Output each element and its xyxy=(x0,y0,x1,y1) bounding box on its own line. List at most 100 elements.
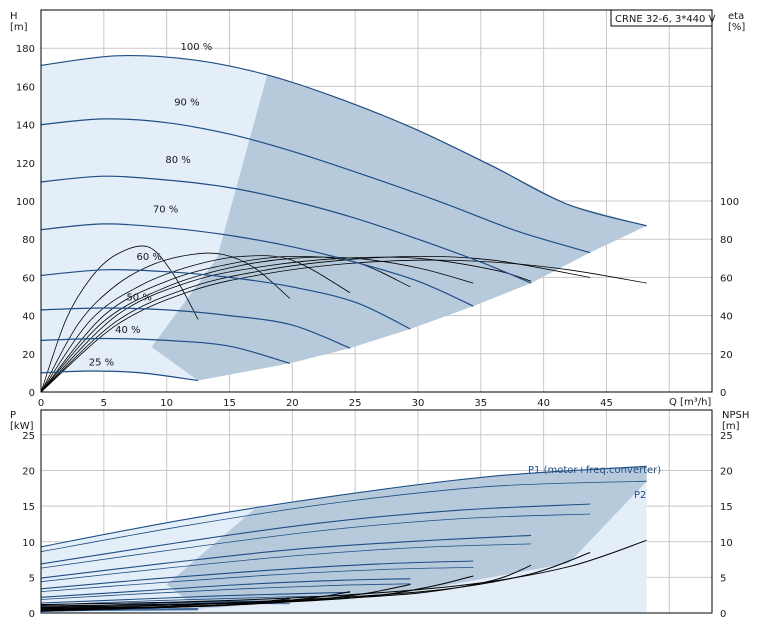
flow-tick-label: 45 xyxy=(600,398,613,409)
power-tick-label: 10 xyxy=(22,538,35,549)
chart-title: CRNE 32-6, 3*440 V xyxy=(615,14,716,25)
p1-curve xyxy=(40,503,591,565)
speed-label: 70 % xyxy=(153,204,178,215)
p1-curve xyxy=(40,560,474,590)
p2-label: P2 xyxy=(634,490,646,501)
speed-label: 80 % xyxy=(165,155,190,166)
p1-label: P1 (motor+freq.converter) xyxy=(528,465,661,476)
title-box xyxy=(610,9,713,27)
eta-curve xyxy=(40,255,591,393)
head-envelope-area xyxy=(41,55,647,381)
eta-tick-label: 20 xyxy=(720,350,733,361)
speed-label: 60 % xyxy=(136,252,161,263)
npsh-tick-label: 15 xyxy=(720,502,733,513)
head-tick-label: 140 xyxy=(16,121,35,132)
flow-tick-label: 35 xyxy=(474,398,487,409)
speed-label: 90 % xyxy=(174,98,199,109)
eta-tick-label: 80 xyxy=(720,235,733,246)
flow-tick-label: 15 xyxy=(223,398,236,409)
eta-curve xyxy=(40,245,199,393)
p1-curve xyxy=(40,465,647,548)
speed-label: 40 % xyxy=(115,325,140,336)
head-curve xyxy=(40,54,647,227)
head-plot-ticks: 0 5 10 15 20 25 30 35 40 45 0 20 40 60 80 100 120 140 160 1… xyxy=(16,44,739,409)
head-curve xyxy=(40,370,199,382)
head-tick-label: 100 xyxy=(16,197,35,208)
power-tick-label: 25 xyxy=(22,431,35,442)
power-plot-ticks: 0 5 10 15 20 25 0 5 10 15 20 25 xyxy=(22,431,732,620)
eta-curve xyxy=(40,256,474,393)
npsh-tick-label: 20 xyxy=(720,467,733,478)
eta-curve xyxy=(40,256,532,393)
power-axis-label: P [kW] xyxy=(10,410,34,432)
eta-curve xyxy=(40,252,291,393)
p2-curve xyxy=(40,480,647,553)
eta-tick-label: 40 xyxy=(720,312,733,323)
head-tick-label: 120 xyxy=(16,159,35,170)
npsh-tick-label: 25 xyxy=(720,431,733,442)
head-curves xyxy=(40,54,647,382)
p1-curve xyxy=(40,534,532,579)
power-tick-label: 20 xyxy=(22,467,35,478)
npsh-curve xyxy=(40,584,411,610)
eta-tick-label: 100 xyxy=(720,197,739,208)
head-tick-label: 180 xyxy=(16,44,35,55)
power-tick-label: 15 xyxy=(22,502,35,513)
flow-tick-label: 0 xyxy=(38,398,44,409)
head-curve xyxy=(40,307,351,349)
p1-curve xyxy=(40,591,351,604)
power-recommended-area xyxy=(166,466,647,609)
npsh-curve xyxy=(40,598,290,611)
npsh-curve xyxy=(40,604,199,612)
speed-labels: 100 % 90 % 80 % 70 % 60 % 50 % 40 % 25 % xyxy=(89,42,213,368)
power-tick-label: 0 xyxy=(29,609,35,620)
eta-tick-label: 0 xyxy=(720,388,726,399)
head-curve xyxy=(40,175,532,284)
p2-curve xyxy=(40,595,351,606)
flow-tick-label: 5 xyxy=(101,398,107,409)
head-tick-label: 0 xyxy=(29,388,35,399)
head-curve xyxy=(40,118,591,254)
speed-label: 50 % xyxy=(126,292,151,303)
power-tick-label: 5 xyxy=(29,573,35,584)
flow-tick-label: 25 xyxy=(349,398,362,409)
npsh-curve xyxy=(40,539,647,605)
flow-tick-label: 20 xyxy=(286,398,299,409)
head-tick-label: 60 xyxy=(22,273,35,284)
p2-curve xyxy=(40,583,411,600)
eta-tick-label: 60 xyxy=(720,273,733,284)
p2-curve xyxy=(40,513,591,569)
head-tick-label: 160 xyxy=(16,82,35,93)
head-tick-label: 80 xyxy=(22,235,35,246)
recommended-area xyxy=(151,74,647,381)
npsh-tick-label: 10 xyxy=(720,538,733,549)
p2-curve xyxy=(40,543,532,583)
p2-curve xyxy=(40,609,199,612)
eta-curve xyxy=(40,259,647,393)
flow-axis-label: Q [m³/h] xyxy=(669,397,711,408)
eta-axis-label: eta [%] xyxy=(728,11,745,33)
npsh-tick-label: 5 xyxy=(720,573,726,584)
head-curve xyxy=(40,337,290,364)
eta-curve xyxy=(40,255,351,393)
flow-tick-label: 40 xyxy=(537,398,550,409)
p1-curve xyxy=(40,578,411,598)
p2-curve xyxy=(40,567,474,592)
head-plot-frame xyxy=(40,9,713,393)
head-curve xyxy=(40,269,411,330)
npsh-curves xyxy=(40,539,647,612)
npsh-tick-label: 0 xyxy=(720,609,726,620)
head-axis-label: H [m] xyxy=(10,11,28,33)
speed-label: 100 % xyxy=(180,42,212,53)
npsh-axis-label: NPSH [m] xyxy=(722,410,749,432)
head-tick-label: 40 xyxy=(22,312,35,323)
head-curve xyxy=(40,223,474,307)
power-plot-frame xyxy=(40,409,713,614)
npsh-curve xyxy=(40,552,591,607)
flow-tick-label: 30 xyxy=(412,398,425,409)
flow-tick-label: 10 xyxy=(160,398,173,409)
head-tick-label: 20 xyxy=(22,350,35,361)
speed-label: 25 % xyxy=(89,357,114,368)
